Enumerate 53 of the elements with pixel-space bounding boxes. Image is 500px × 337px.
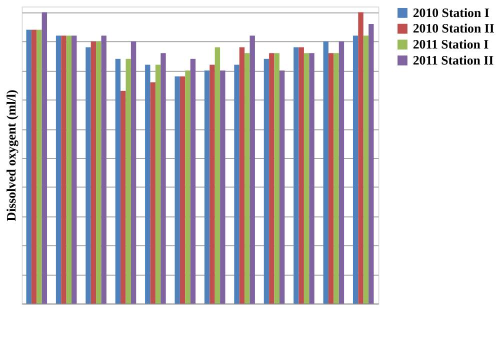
- bar: [294, 47, 299, 304]
- bar: [250, 36, 255, 304]
- bar: [130, 41, 136, 304]
- bar: [145, 64, 150, 304]
- bar: [101, 36, 106, 304]
- bar: [358, 12, 364, 304]
- bar: [66, 36, 72, 304]
- bar: [244, 53, 250, 304]
- bar: [96, 41, 102, 304]
- bar: [61, 36, 66, 304]
- bar: [155, 64, 161, 304]
- bar: [185, 70, 190, 304]
- bar: [274, 53, 280, 304]
- bar: [323, 41, 328, 304]
- bar: [26, 30, 32, 304]
- y-axis-title: Dissolved oxygent (ml/l): [4, 90, 18, 222]
- bar: [239, 47, 245, 304]
- bar: [328, 53, 334, 304]
- bar: [120, 90, 126, 304]
- legend-label: 2011 Station I: [412, 38, 489, 52]
- bar: [160, 53, 166, 304]
- bar: [31, 30, 37, 304]
- bar: [368, 24, 374, 304]
- bar: [115, 58, 121, 304]
- legend-label: 2010 Station I: [412, 6, 490, 20]
- bar: [264, 58, 270, 304]
- bar: [180, 76, 186, 304]
- bar: [126, 58, 131, 304]
- bar: [298, 47, 304, 304]
- bar: [279, 70, 285, 304]
- bar: [174, 76, 180, 304]
- bar: [214, 47, 220, 304]
- bar: [150, 82, 156, 304]
- bar: [86, 47, 91, 304]
- bar: [363, 36, 369, 304]
- bar: [352, 36, 358, 304]
- bar: [204, 70, 210, 304]
- bar: [42, 12, 48, 304]
- bar: [220, 70, 226, 304]
- bar: [234, 64, 240, 304]
- bar: [36, 30, 42, 304]
- bar: [309, 53, 314, 304]
- legend-label: 2010 Station II: [412, 22, 494, 36]
- bar: [210, 64, 215, 304]
- bar: [338, 41, 344, 304]
- bar: [190, 58, 196, 304]
- bar: [304, 53, 310, 304]
- bar: [56, 36, 62, 304]
- bar: [90, 41, 96, 304]
- bar: [269, 53, 274, 304]
- legend-label: 2011 Station II: [412, 53, 494, 68]
- bar: [334, 53, 339, 304]
- bar: [72, 36, 77, 304]
